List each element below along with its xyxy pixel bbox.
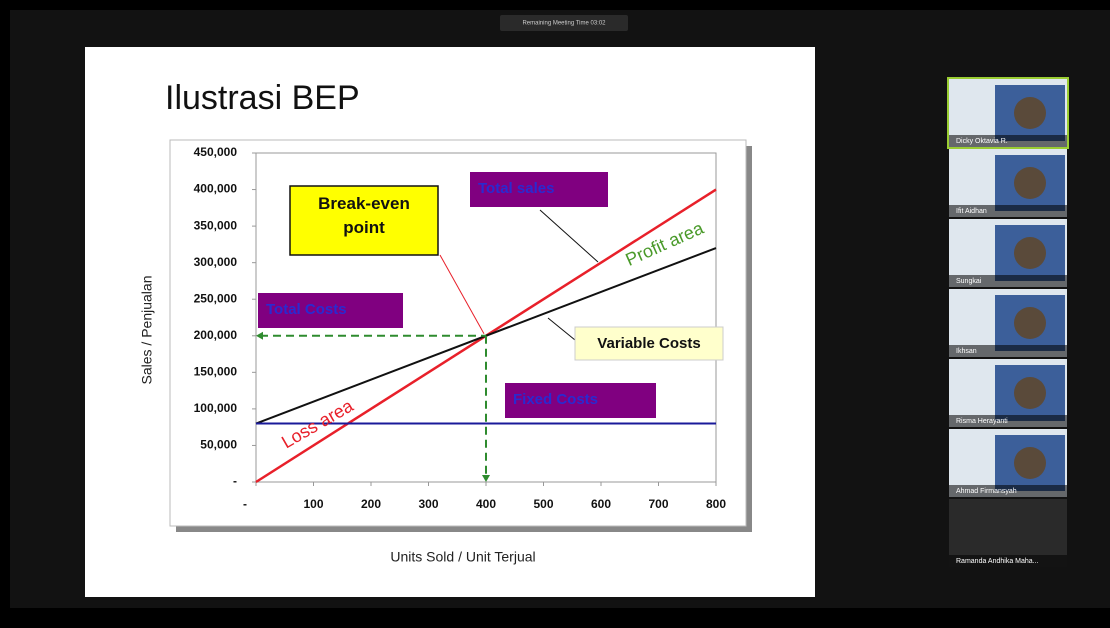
participant-avatar (1014, 377, 1046, 409)
x-tick-label: 200 (361, 497, 381, 511)
series-label: Total sales (478, 180, 554, 197)
participant-avatar (1014, 97, 1046, 129)
x-tick-label: 300 (418, 497, 438, 511)
y-tick-label: 400,000 (194, 182, 238, 196)
name-strip (949, 345, 1067, 357)
pointer (539, 209, 599, 263)
participant-name: Sungkai (956, 278, 982, 285)
name-strip (949, 415, 1067, 427)
series-label-box (258, 293, 403, 328)
arrowhead (482, 475, 490, 482)
name-strip (949, 555, 1067, 567)
x-tick-label: 600 (591, 497, 611, 511)
name-strip (949, 275, 1067, 287)
y-tick-label: 250,000 (194, 291, 238, 305)
pointer (547, 317, 576, 341)
participant-name: Dicky Oktavia R. (956, 138, 1008, 145)
y-tick-label: 50,000 (200, 438, 237, 452)
y-tick-label: 350,000 (194, 218, 238, 232)
y-tick-label: 100,000 (194, 401, 238, 415)
y-tick-label: 150,000 (194, 365, 238, 379)
y-tick-label: - (233, 474, 237, 488)
participant-avatar (1014, 307, 1046, 339)
x-tick-label: - (243, 497, 247, 511)
participant-avatar (1014, 447, 1046, 479)
x-tick-label: 800 (706, 497, 726, 511)
active-speaker-border (947, 77, 1069, 149)
name-strip (949, 205, 1067, 217)
x-tick-label: 500 (533, 497, 553, 511)
series-label-box (505, 383, 656, 418)
variable-costs-label: Variable Costs (597, 335, 700, 352)
y-tick-label: 300,000 (194, 255, 238, 269)
participant-name: Ifit Aidhan (956, 208, 987, 215)
meeting-timer: Remaining Meeting Time 03:02 (522, 21, 606, 27)
x-tick-label: 400 (476, 497, 496, 511)
arrowhead (256, 331, 263, 340)
timer-box (500, 15, 628, 31)
callout: Break-even point (318, 194, 410, 237)
x-tick-label: 700 (648, 497, 668, 511)
participant-avatar (1014, 167, 1046, 199)
y-axis-label: Sales / Penjualan (139, 276, 155, 385)
y-tick-label: 200,000 (194, 328, 238, 342)
callout-box (289, 185, 439, 256)
pointer (439, 254, 485, 335)
y-tick-label: 450,000 (194, 145, 238, 159)
participant-name: Ikhsan (956, 348, 977, 355)
participant-name: Ahmad Firmansyah (956, 488, 1017, 495)
series-label: Total Costs (266, 301, 347, 318)
annotation-box (574, 326, 724, 361)
slide-title: Ilustrasi BEP (165, 79, 360, 117)
series-label: Fixed Costs (513, 391, 598, 408)
participant-name: Ramanda Andhika Maha... (956, 558, 1039, 565)
name-strip (949, 485, 1067, 497)
series-label-box (470, 172, 608, 207)
x-tick-label: 100 (303, 497, 323, 511)
participant-name: Risma Herayanti (956, 418, 1008, 425)
break-even-label: Break-even point (318, 194, 410, 237)
x-axis-label: Units Sold / Unit Terjual (390, 549, 535, 565)
participant-avatar (1014, 237, 1046, 269)
name-strip (949, 135, 1067, 147)
